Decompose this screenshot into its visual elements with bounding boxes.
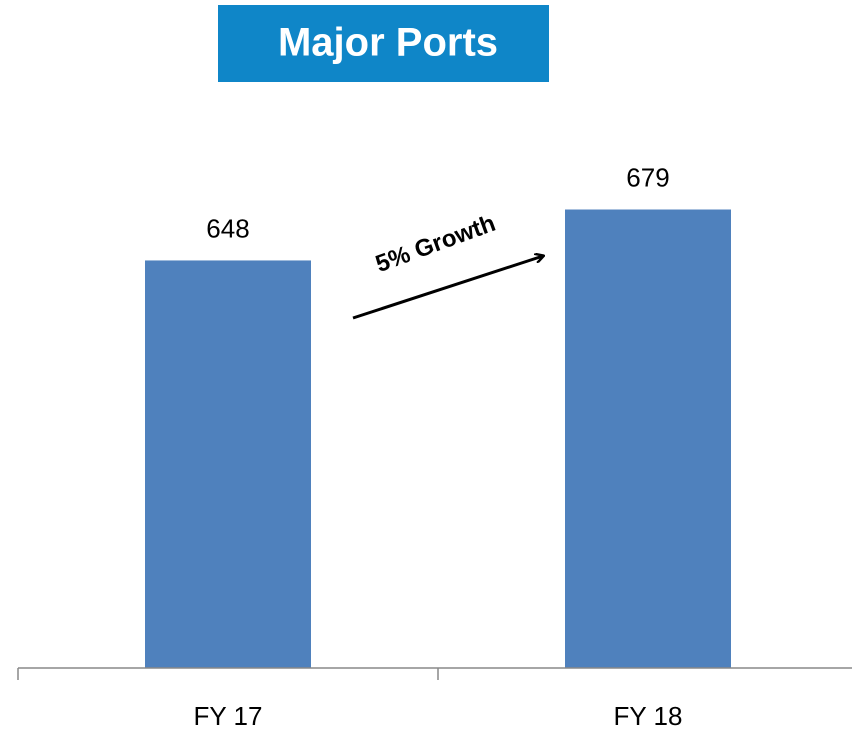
chart-title: Major Ports xyxy=(278,21,498,65)
title-box xyxy=(218,5,549,82)
x-tick-label: FY 17 xyxy=(194,701,263,731)
bar xyxy=(145,260,311,668)
growth-arrow xyxy=(352,256,543,320)
x-tick-label: FY 18 xyxy=(614,701,683,731)
value-label: 648 xyxy=(206,213,249,243)
bar xyxy=(565,209,731,668)
growth-annotation: 5% Growth xyxy=(372,210,499,278)
value-label: 679 xyxy=(626,162,669,192)
